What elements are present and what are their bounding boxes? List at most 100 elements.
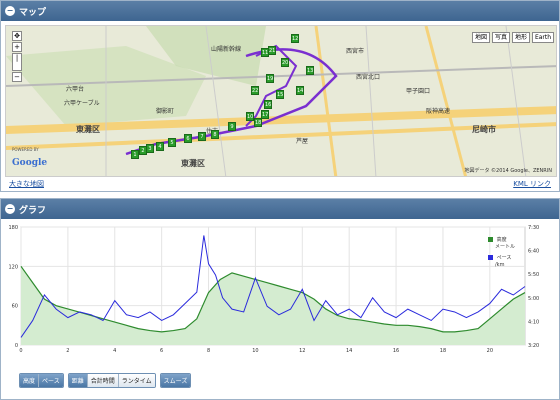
route-marker[interactable]: 21 [268,46,276,55]
route-marker[interactable]: 10 [246,112,254,121]
x-tick-label: 14 [346,348,352,354]
y-left-tick-label: 60 [12,304,18,310]
route-marker[interactable]: 18 [254,118,262,127]
x-tick-label: 4 [113,348,116,354]
chart-controls: 高度 ペース 距離 合計時間 ランタイム スムーズ [19,373,192,388]
zoom-slider[interactable]: | [12,53,22,71]
x-tick-label: 0 [19,348,22,354]
x-tick-label: 8 [207,348,210,354]
x-tick-label: 16 [393,348,399,354]
route-marker[interactable]: 17 [261,110,269,119]
label-mikagecho: 御影町 [156,108,175,115]
x-tick-label: 20 [487,348,493,354]
route-marker[interactable]: 16 [264,100,272,109]
label-ashiya: 芦屋 [296,138,309,145]
y-left-tick-label: 120 [8,264,18,270]
label-amagasaki: 尼崎市 [472,125,496,134]
x-tick-label: 2 [66,348,69,354]
y-right-tick-label: 3:20 [528,343,539,349]
map-type-satellite[interactable]: 写真 [492,32,510,43]
metric-toggle-group: 高度 ペース [19,373,64,388]
map-panel: − マップ ✥ + | − 地図 写真 地形 Earth [0,0,560,192]
graph-panel: − グラフ 0 60 120 180 3:20 4:10 5:00 5:50 6:40 7:30 0… [0,198,560,400]
legend-pace: ペース /km [487,255,515,269]
label-higashinada-west: 東灘区 [76,125,100,134]
route-marker[interactable]: 20 [281,58,289,67]
map-panel-title: マップ [19,7,47,18]
route-marker[interactable]: 8 [211,130,219,139]
map-copyright: 地図データ ©2014 Google、ZENRIN [464,168,552,174]
route-marker[interactable]: 7 [198,132,206,141]
y-right-tick-label: 5:00 [528,296,539,302]
zoom-out-button[interactable]: − [12,72,22,82]
x-tick-label: 10 [252,348,258,354]
route-marker[interactable]: 1 [131,150,139,159]
route-marker[interactable]: 22 [251,86,259,95]
collapse-icon[interactable]: − [5,6,15,16]
route-marker[interactable]: 3 [146,144,154,153]
y-right-tick-label: 4:10 [528,319,539,325]
route-marker[interactable]: 4 [156,142,164,151]
route-marker[interactable]: 14 [296,86,304,95]
map-canvas[interactable]: ✥ + | − 地図 写真 地形 Earth 東灘区 東灘区 尼崎市 六甲台 御… [5,25,557,177]
legend-altitude-label: 高度 [496,237,507,243]
chart-legend: 高度 メートル ペース /km [487,237,515,269]
runtime-button[interactable]: ランタイム [118,374,155,387]
label-koshien: 甲子園口 [406,88,431,95]
x-tick-label: 12 [299,348,305,354]
collapse-icon[interactable]: − [5,204,15,214]
distance-button[interactable]: 距離 [68,374,88,387]
y-right-tick-label: 5:50 [528,272,539,278]
route-marker[interactable]: 5 [168,138,176,147]
legend-pace-swatch [487,255,493,260]
legend-pace-unit: /km [494,262,505,268]
label-hanshin: 阪神高速 [426,108,451,115]
y-right-tick-label: 6:40 [528,249,539,255]
kml-link[interactable]: KML リンク [513,180,551,188]
legend-altitude-unit: メートル [494,244,515,250]
map-type-earth[interactable]: Earth [532,32,554,43]
chart-area[interactable]: 0 60 120 180 3:20 4:10 5:00 5:50 6:40 7:30 0 2 4 6 8 10… [5,223,557,388]
pace-line [20,235,526,338]
altitude-toggle-button[interactable]: 高度 [20,374,40,387]
y-left-tick-label: 180 [8,225,18,231]
route-marker[interactable]: 9 [228,122,236,131]
map-type-map[interactable]: 地図 [472,32,490,43]
route-marker[interactable]: 19 [266,74,274,83]
map-type-terrain[interactable]: 地形 [512,32,530,43]
altitude-line [20,265,526,333]
label-rokko-cable: 六甲ケーブル [64,100,100,107]
x-axis-toggle-group: 距離 合計時間 ランタイム [67,373,156,388]
zoom-control[interactable]: ✥ + | − [12,30,26,90]
route-marker[interactable]: 12 [291,34,299,43]
legend-altitude: 高度 メートル [487,237,515,251]
google-logo: Google [12,158,48,168]
total-time-button[interactable]: 合計時間 [87,374,119,387]
x-tick-label: 18 [440,348,446,354]
pan-icon[interactable]: ✥ [12,31,22,41]
route-marker[interactable]: 6 [184,134,192,143]
powered-by-text: POWERED BY [12,147,39,152]
map-panel-header[interactable]: − マップ [1,1,559,21]
smooth-button[interactable]: スムーズ [160,374,191,387]
label-higashinada: 東灘区 [181,159,205,168]
label-sanyo-shinkansen: 山陽新幹線 [211,46,242,53]
y-right-tick-label: 7:30 [528,225,539,231]
smooth-toggle-group: スムーズ [159,373,192,388]
chart-svg: 0 60 120 180 3:20 4:10 5:00 5:50 6:40 7:30 0 2 4 6 8 10… [8,225,539,354]
label-rokkodai: 六甲台 [66,86,85,93]
label-kitaguchi: 西宮北口 [356,74,381,81]
zoom-in-button[interactable]: + [12,42,22,52]
legend-pace-label: ペース [496,255,512,261]
bigger-map-link[interactable]: 大きな地図 [9,180,44,188]
route-marker[interactable]: 15 [276,90,284,99]
label-nishinomiya: 西宮市 [346,48,365,55]
route-marker[interactable]: 13 [306,66,314,75]
y-left-tick-label: 0 [15,343,18,349]
map-svg [6,26,556,176]
x-tick-label: 6 [160,348,163,354]
graph-panel-header[interactable]: − グラフ [1,199,559,219]
graph-panel-title: グラフ [19,205,47,216]
pace-toggle-button[interactable]: ペース [39,374,63,387]
legend-altitude-swatch [487,237,493,242]
